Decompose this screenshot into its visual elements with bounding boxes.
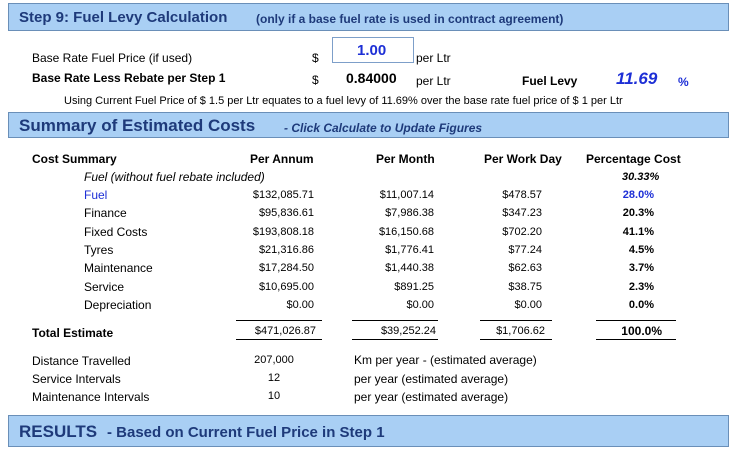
col-header-label: Cost Summary [32, 152, 117, 166]
row-pct: 41.1% [622, 226, 654, 238]
less-rebate-unit: per Ltr [416, 74, 451, 88]
total-line-workday-bottom [480, 339, 552, 340]
total-workday: $1,706.62 [496, 325, 545, 337]
row-label: Finance [84, 206, 127, 220]
col-header-workday: Per Work Day [484, 152, 562, 166]
row-pct: 3.7% [628, 262, 654, 274]
total-label: Total Estimate [32, 326, 114, 340]
row-pct: 0.0% [628, 299, 654, 311]
row-label: Maintenance [84, 261, 153, 275]
row-workday: $38.75 [508, 281, 542, 293]
row-label: Fixed Costs [84, 225, 148, 239]
row-month: $7,986.38 [385, 207, 434, 219]
row-month: $0.00 [406, 299, 434, 311]
base-rate-input[interactable]: 1.00 [332, 37, 414, 63]
row-workday: $478.57 [502, 189, 542, 201]
total-line-workday-top [480, 320, 552, 321]
row-pct: 28.0% [622, 189, 654, 201]
col-header-month: Per Month [376, 152, 435, 166]
row-label: Fuel [84, 188, 108, 202]
base-rate-value: 1.00 [357, 42, 387, 59]
summary-title: Summary of Estimated Costs [19, 116, 256, 135]
total-line-annum-bottom [236, 339, 322, 340]
stat-label-service: Service Intervals [32, 372, 121, 386]
row-month: $891.25 [394, 281, 434, 293]
less-rebate-label: Base Rate Less Rebate per Step 1 [32, 71, 226, 85]
stat-desc-service: per year (estimated average) [354, 372, 509, 386]
total-annum: $471,026.87 [254, 325, 316, 337]
total-pct: 100.0% [621, 324, 662, 338]
row-annum: $17,284.50 [258, 262, 314, 274]
fuel-levy-unit: % [678, 75, 689, 89]
row-pct: 4.5% [628, 244, 654, 256]
stat-value-service: 12 [267, 372, 281, 384]
summary-header-bar: Summary of Estimated Costs - Click Calcu… [8, 112, 729, 138]
total-line-pct-top [596, 320, 676, 321]
stat-desc-distance: Km per year - (estimated average) [354, 353, 537, 367]
row-month: $1,776.41 [385, 244, 434, 256]
row-annum: $193,808.18 [252, 226, 314, 238]
base-rate-label: Base Rate Fuel Price (if used) [32, 51, 193, 65]
step9-header-bar: Step 9: Fuel Levy Calculation (only if a… [8, 3, 729, 31]
total-line-month-bottom [352, 339, 438, 340]
row-annum: $95,836.61 [258, 207, 314, 219]
step9-subtitle: (only if a base fuel rate is used in con… [256, 12, 564, 26]
total-line-month-top [352, 320, 438, 321]
results-title: RESULTS [19, 422, 98, 441]
stat-value-maintenance: 10 [267, 390, 281, 402]
base-rate-unit: per Ltr [416, 51, 451, 65]
total-line-pct-bottom [596, 339, 676, 340]
stat-desc-maintenance: per year (estimated average) [354, 390, 509, 404]
row-label: Depreciation [84, 298, 152, 312]
row-annum: $10,695.00 [258, 281, 314, 293]
row-annum: $0.00 [286, 299, 314, 311]
fuel-levy-label: Fuel Levy [522, 74, 578, 88]
row-pct: 20.3% [622, 207, 654, 219]
fuel-note-pct: 30.33% [622, 171, 660, 183]
stat-label-maintenance: Maintenance Intervals [32, 390, 150, 404]
less-rebate-currency: $ [312, 73, 319, 87]
row-month: $16,150.68 [378, 226, 434, 238]
col-header-pct: Percentage Cost [586, 152, 681, 166]
row-label: Tyres [84, 243, 114, 257]
summary-panel: Cost Summary Per Annum Per Month Per Wor… [8, 138, 729, 410]
fuel-levy-value: 11.69 [616, 69, 658, 88]
row-workday: $62.63 [508, 262, 542, 274]
row-workday: $702.20 [502, 226, 542, 238]
step9-title: Step 9: Fuel Levy Calculation [19, 9, 228, 26]
row-label: Service [84, 280, 125, 294]
row-workday: $77.24 [508, 244, 542, 256]
row-workday: $0.00 [514, 299, 542, 311]
row-pct: 2.3% [628, 281, 654, 293]
row-workday: $347.23 [502, 207, 542, 219]
results-header-bar: RESULTS - Based on Current Fuel Price in… [8, 415, 729, 447]
row-annum: $132,085.71 [252, 189, 314, 201]
row-month: $1,440.38 [385, 262, 434, 274]
step9-panel: Base Rate Fuel Price (if used) $ 1.00 pe… [8, 31, 729, 111]
total-month: $39,252.24 [380, 325, 436, 337]
fuel-levy-note: Using Current Fuel Price of $ 1.5 per Lt… [64, 95, 623, 107]
less-rebate-value: 0.84000 [346, 70, 397, 86]
base-rate-currency: $ [312, 51, 319, 65]
row-annum: $21,316.86 [258, 244, 314, 256]
fuel-note: Fuel (without fuel rebate included) [84, 170, 265, 184]
results-subtitle: - Based on Current Fuel Price in Step 1 [107, 424, 385, 441]
col-header-annum: Per Annum [250, 152, 314, 166]
total-line-annum-top [236, 320, 322, 321]
row-month: $11,007.14 [379, 189, 434, 201]
stat-value-distance: 207,000 [254, 354, 294, 366]
stat-label-distance: Distance Travelled [32, 354, 131, 368]
summary-subtitle: - Click Calculate to Update Figures [284, 121, 483, 135]
